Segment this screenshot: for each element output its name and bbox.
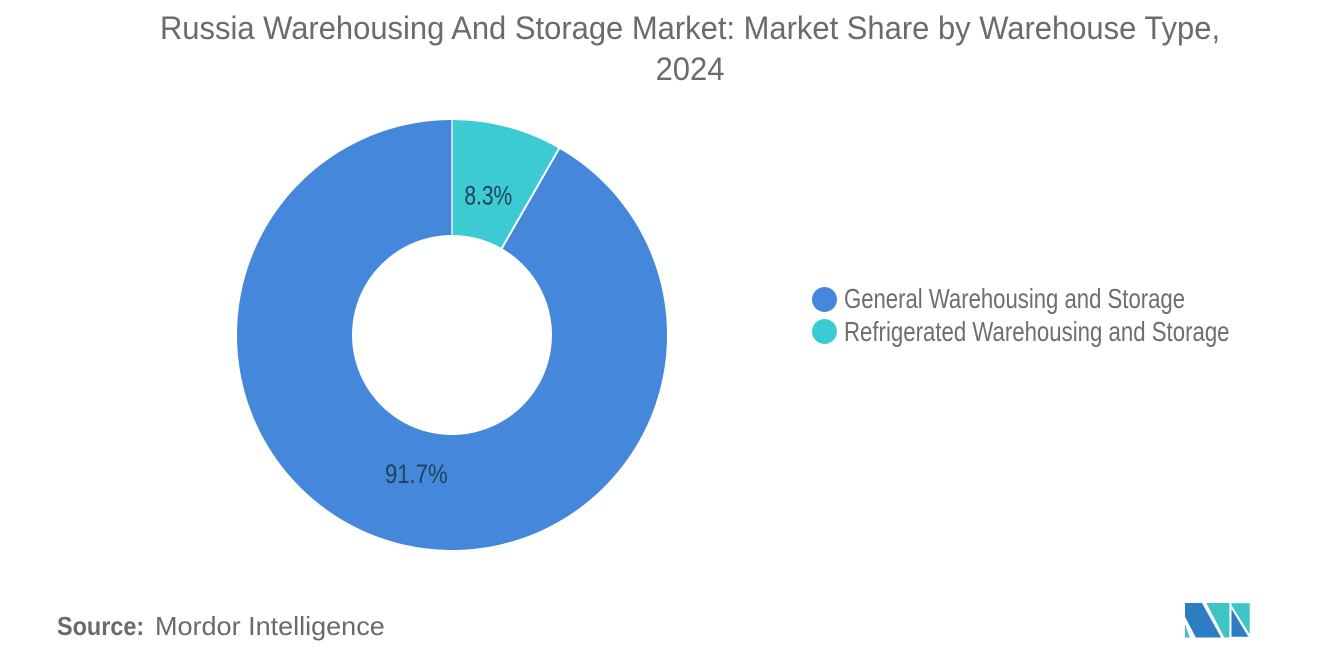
svg-text:91.7%: 91.7% (385, 459, 448, 489)
svg-text:8.3%: 8.3% (464, 180, 512, 210)
